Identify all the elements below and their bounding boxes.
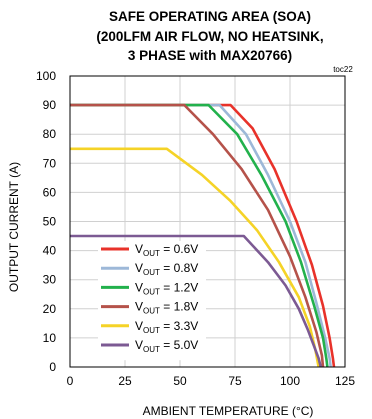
legend: VOUT = 0.6V VOUT = 0.8V VOUT = 1.2V VOUT = …	[101, 242, 198, 354]
y-tick-labels: 0 10 20 30 40 50 60 70 80 90 100	[36, 69, 56, 374]
chart-title-line-2: (200LFM AIR FLOW, NO HEATSINK,	[96, 29, 323, 44]
y-tick-label: 70	[43, 156, 57, 170]
y-tick-label: 80	[43, 127, 57, 141]
y-tick-label: 90	[43, 98, 57, 112]
plot-frame	[69, 75, 346, 368]
legend-background	[98, 241, 206, 361]
series-line-4	[70, 103, 325, 368]
chart-title-line-1: SAFE OPERATING AREA (SOA)	[109, 9, 311, 24]
legend-entry-6: VOUT = 5.0V	[135, 338, 198, 354]
x-tick-label: 75	[228, 374, 242, 388]
x-tick-label: 125	[335, 374, 355, 388]
y-tick-label: 20	[43, 302, 57, 316]
y-tick-label: 40	[43, 244, 57, 258]
y-tick-label: 100	[36, 69, 56, 83]
series-line-5	[70, 147, 320, 368]
legend-entry-1: VOUT = 0.6V	[135, 242, 198, 258]
figure-code: toc22	[333, 65, 353, 74]
x-tick-labels: 0 25 50 75 100 125	[67, 374, 356, 388]
y-tick-label: 60	[43, 185, 57, 199]
y-tick-label: 10	[43, 331, 57, 345]
x-tick-label: 0	[67, 374, 74, 388]
legend-entry-5: VOUT = 3.3V	[135, 319, 198, 335]
y-tick-label: 30	[43, 273, 57, 287]
legend-entry-3: VOUT = 1.2V	[135, 280, 198, 296]
series-line-2	[70, 103, 332, 368]
x-axis-label: AMBIENT TEMPERATURE (°C)	[143, 404, 314, 418]
y-tick-label: 0	[49, 360, 56, 374]
y-tick-label: 50	[43, 215, 57, 229]
legend-entry-4: VOUT = 1.8V	[135, 300, 198, 316]
y-axis-label: OUTPUT CURRENT (A)	[7, 162, 21, 292]
x-tick-label: 50	[173, 374, 187, 388]
chart-title-line-3: 3 PHASE with MAX20766)	[128, 48, 292, 63]
x-tick-label: 25	[118, 374, 132, 388]
x-tick-label: 100	[280, 374, 300, 388]
series-lines	[70, 103, 336, 368]
series-line-6	[70, 234, 323, 368]
legend-entry-2: VOUT = 0.8V	[135, 261, 198, 277]
series-line-1	[70, 103, 336, 368]
series-line-3	[70, 103, 329, 368]
